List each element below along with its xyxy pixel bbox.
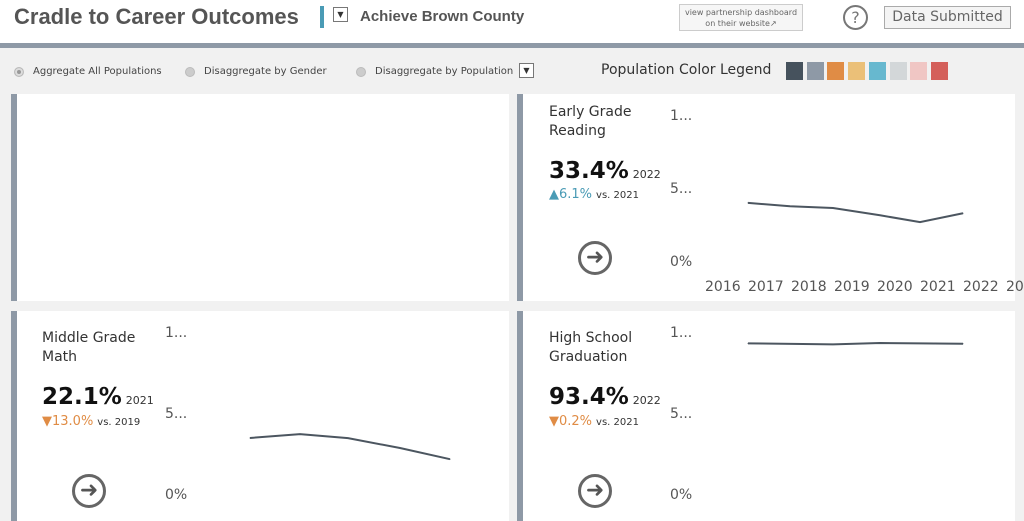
y-tick-label: 0%	[670, 487, 692, 503]
radio-aggregate[interactable]: Aggregate All Populations	[14, 66, 162, 77]
data-point	[879, 214, 881, 216]
data-point	[399, 447, 401, 449]
radio-gender[interactable]: Disaggregate by Gender	[185, 66, 327, 77]
x-tick-label: 202	[1006, 279, 1024, 295]
x-tick-label: 2021	[920, 279, 956, 295]
radio-icon	[185, 66, 195, 77]
accent-bar	[320, 6, 324, 28]
card-title: Early Grade Reading	[549, 104, 632, 139]
legend-swatch	[910, 62, 928, 80]
y-tick-label: 0%	[670, 254, 692, 270]
radio-icon	[356, 66, 366, 77]
legend-swatch	[868, 62, 886, 80]
page-title: Cradle to Career Outcomes	[14, 4, 299, 29]
organization-name: Achieve Brown County	[360, 8, 525, 25]
data-point	[919, 342, 921, 344]
x-tick-label: 2018	[791, 279, 827, 295]
y-tick-label: 5...	[670, 406, 692, 422]
card-early-grade-reading: Early Grade Reading 33.4% 2022 ▲6.1% vs. 2…	[517, 94, 1015, 301]
partner-dashboard-link[interactable]: view partnership dashboard on their webs…	[679, 4, 803, 31]
legend-swatch	[786, 62, 803, 80]
data-point	[832, 207, 834, 209]
header-divider	[0, 43, 1024, 48]
x-tick-label: 2022	[963, 279, 999, 295]
metric-value: 93.4% 2022	[549, 384, 661, 410]
data-point	[789, 205, 791, 207]
y-tick-label: 5...	[670, 181, 692, 197]
data-point	[919, 221, 921, 223]
legend-swatch	[930, 62, 948, 80]
data-point	[249, 437, 251, 439]
y-tick-label: 1...	[670, 325, 692, 341]
x-tick-label: 2017	[748, 279, 784, 295]
metric-change: ▲6.1% vs. 2021	[549, 187, 639, 202]
y-tick-label: 0%	[165, 487, 187, 503]
legend-swatch	[806, 62, 824, 80]
y-tick-label: 1...	[165, 325, 187, 341]
card-title: High School Graduation	[549, 330, 633, 365]
radio-label: Aggregate All Populations	[33, 66, 162, 77]
radio-icon	[14, 66, 24, 77]
data-point	[299, 433, 301, 435]
caret-down-icon: ▼	[523, 66, 530, 75]
legend-swatch	[848, 62, 866, 80]
arrow-right-icon[interactable]: ➜	[578, 241, 612, 275]
metric-value: 22.1% 2021	[42, 384, 154, 410]
data-point	[962, 212, 964, 214]
data-point	[879, 342, 881, 344]
x-tick-label: 2019	[834, 279, 870, 295]
help-icon[interactable]: ?	[843, 5, 868, 30]
radio-label: Disaggregate by Population	[375, 66, 514, 77]
y-tick-label: 5...	[165, 406, 187, 422]
series-line	[747, 342, 964, 346]
x-tick-label: 2016	[705, 279, 741, 295]
card-high-school-graduation: High School Graduation 93.4% 2022 ▼0.2% vs…	[517, 311, 1015, 521]
metric-change: ▼0.2% vs. 2021	[549, 414, 639, 429]
data-point	[747, 202, 749, 204]
card-middle-grade-math: Middle Grade Math 22.1% 2021 ▼13.0% vs. 20…	[11, 311, 509, 521]
data-point	[832, 343, 834, 345]
series-line	[249, 433, 451, 461]
data-point	[747, 342, 749, 344]
legend-swatch	[889, 62, 907, 80]
radio-label: Disaggregate by Gender	[204, 66, 327, 77]
card-title: Middle Grade Math	[42, 330, 136, 365]
legend-swatch	[827, 62, 845, 80]
data-submitted-button[interactable]: Data Submitted	[884, 6, 1011, 29]
metric-value: 33.4% 2022	[549, 158, 661, 184]
metric-change: ▼13.0% vs. 2019	[42, 414, 141, 429]
data-point	[962, 343, 964, 345]
arrow-right-icon[interactable]: ➜	[72, 474, 106, 508]
radio-population[interactable]: Disaggregate by Population	[356, 66, 513, 77]
arrow-right-icon[interactable]: ➜	[578, 474, 612, 508]
series-line	[747, 201, 964, 224]
x-tick-label: 2020	[877, 279, 913, 295]
caret-down-icon: ▼	[337, 10, 344, 19]
y-tick-label: 1...	[670, 108, 692, 124]
population-dropdown[interactable]: ▼	[519, 63, 534, 78]
data-point	[449, 458, 451, 460]
header: Cradle to Career Outcomes ▼ Achieve Brow…	[0, 0, 1024, 43]
legend-title: Population Color Legend	[601, 62, 772, 78]
organization-dropdown[interactable]: ▼	[333, 7, 348, 22]
data-point	[347, 437, 349, 439]
empty-card	[11, 94, 509, 301]
